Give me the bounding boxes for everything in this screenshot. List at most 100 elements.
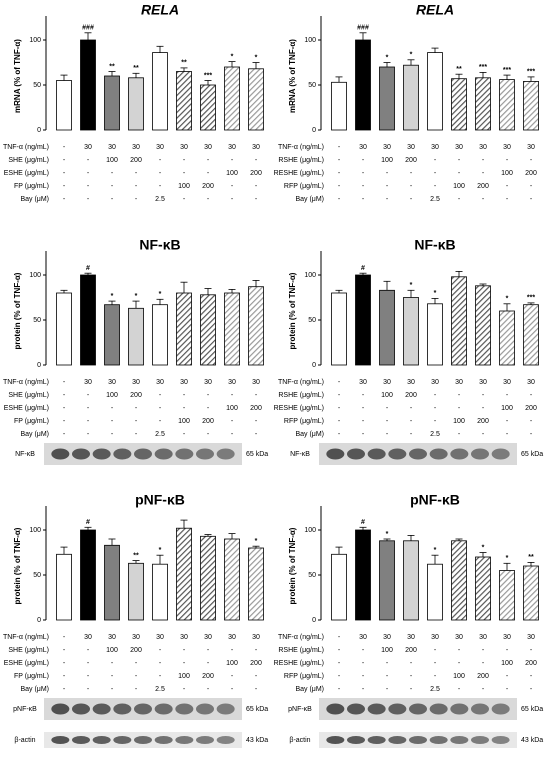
significance-label: *** [503,67,511,74]
bar [523,81,539,131]
treatment-value: - [207,170,210,177]
significance-label: # [361,519,365,526]
treatment-value: - [434,170,437,177]
significance-label: * [255,538,258,545]
treatment-value: - [458,392,461,399]
blot-band [429,736,448,744]
significance-label: * [386,54,389,61]
treatment-value: 200 [525,660,537,667]
significance-label: * [159,291,162,298]
treatment-value: - [135,660,138,667]
treatment-value: - [231,431,234,438]
treatment-value: 30 [252,634,260,641]
treatment-value: - [530,418,533,425]
treatment-value: 100 [453,183,465,190]
treatment-value: - [111,196,114,203]
blot-band [367,448,386,460]
treatment-value: 200 [250,660,262,667]
treatment-value: - [506,196,509,203]
treatment-value: - [338,660,341,667]
treatment-value: - [338,196,341,203]
treatment-label: ESHE (μg/mL) [4,405,49,412]
treatment-value: - [482,405,485,412]
treatment-value: - [362,431,365,438]
treatment-value: - [338,170,341,177]
treatment-value: - [183,647,186,654]
treatment-value: 200 [202,183,214,190]
significance-label: *** [527,295,535,302]
bar [451,540,467,621]
blot-band [92,736,111,744]
treatment-value: 100 [453,673,465,680]
significance-label: * [386,531,389,538]
treatment-value: 30 [84,144,92,151]
treatment-value: - [63,647,66,654]
treatment-value: - [159,392,162,399]
bar [56,553,72,621]
treatment-value: - [87,405,90,412]
treatment-value: - [87,418,90,425]
treatment-value: 30 [204,634,212,641]
y-tick-label: 100 [29,37,41,44]
treatment-value: 30 [180,144,188,151]
treatment-value: 100 [501,405,513,412]
treatment-value: - [111,418,114,425]
treatment-value: - [207,660,210,667]
bar [427,52,443,131]
significance-label: ** [528,554,534,561]
blot-band [134,736,152,744]
treatment-value: - [87,673,90,680]
significance-label: ** [133,552,139,559]
blot-band [409,703,427,715]
bar [379,66,395,131]
treatment-value: - [434,183,437,190]
blot-band [72,703,90,715]
treatment-label: SHE (μg/mL) [8,157,49,164]
treatment-label: RESHE (μg/mL) [274,170,324,177]
blot-band [450,703,469,715]
treatment-value: - [530,647,533,654]
treatment-value: - [386,405,389,412]
treatment-value: - [183,196,186,203]
blot-band [347,736,365,744]
treatment-value: - [63,392,66,399]
treatment-value: 100 [453,418,465,425]
treatment-value: - [506,647,509,654]
blot-band [175,703,194,715]
bar [80,39,96,131]
treatment-value: - [482,660,485,667]
treatment-value: - [386,431,389,438]
treatment-value: 30 [407,634,415,641]
bar [475,285,491,366]
treatment-value: 30 [156,634,164,641]
blot-band [134,703,152,715]
blot-band [216,448,235,460]
bar [475,556,491,621]
treatment-value: - [255,686,258,693]
treatment-value: 200 [525,405,537,412]
treatment-value: 30 [407,379,415,386]
treatment-value: - [159,660,162,667]
treatment-value: - [386,686,389,693]
blot-band [175,448,194,460]
bar [499,310,515,366]
blot-size: 65 kDa [521,706,543,713]
treatment-value: - [255,183,258,190]
blot-band [113,448,132,460]
bar [176,527,192,621]
blot-band [450,448,469,460]
treatment-value: - [530,392,533,399]
treatment-label: TNF-α (ng/mL) [3,144,49,151]
treatment-value: - [530,686,533,693]
treatment-value: 30 [455,144,463,151]
treatment-value: 100 [178,418,190,425]
treatment-value: - [362,157,365,164]
treatment-value: 100 [381,392,393,399]
treatment-value: - [63,686,66,693]
bar [56,292,72,366]
bar [80,274,96,366]
treatment-value: - [87,183,90,190]
treatment-label: RSHE (μg/mL) [278,157,324,164]
treatment-value: - [231,392,234,399]
treatment-value: 30 [84,379,92,386]
